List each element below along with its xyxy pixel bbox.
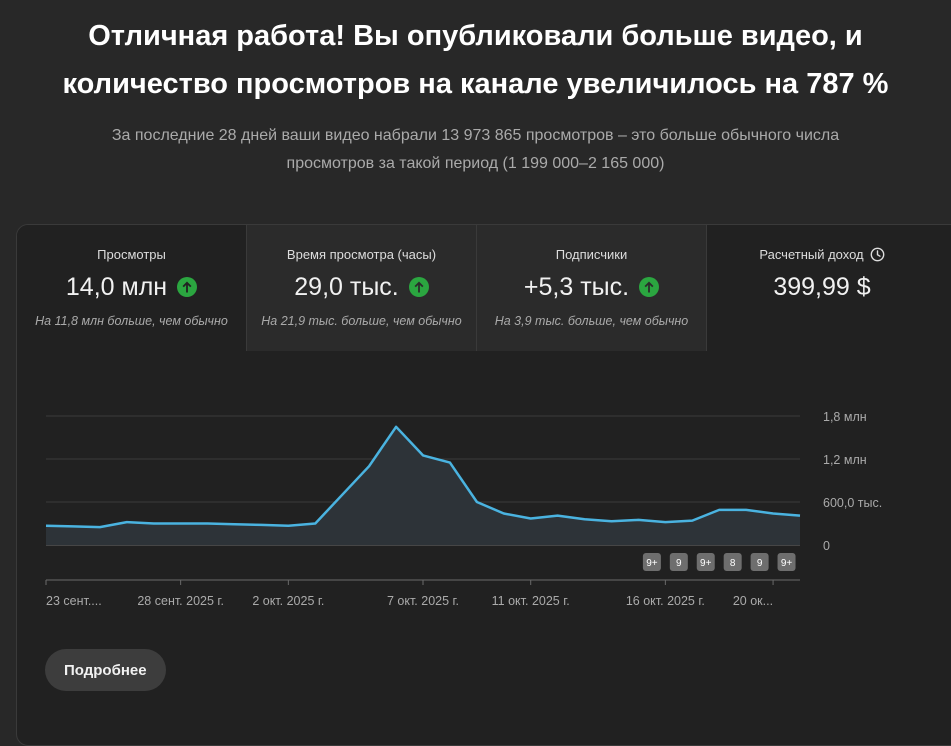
x-tick-label: 23 сент.... <box>46 594 102 608</box>
y-tick-label: 0 <box>823 539 830 553</box>
upload-marker-box <box>777 553 796 571</box>
x-tick-label: 20 ок... <box>733 594 773 608</box>
upload-marker-label: 9+ <box>700 558 712 569</box>
upload-marker[interactable]: 9+ <box>777 553 796 571</box>
upload-marker-box <box>750 553 769 571</box>
x-tick-label: 28 сент. 2025 г. <box>137 594 224 608</box>
x-tick-label: 11 окт. 2025 г. <box>492 594 570 608</box>
tab-subscribers-value-row: +5,3 тыс. <box>477 269 706 305</box>
x-tick-label: 7 окт. 2025 г. <box>387 594 459 608</box>
upload-marker[interactable]: 9+ <box>642 553 661 571</box>
tab-views-value: 14,0 млн <box>65 272 168 301</box>
x-tick-label: 2 окт. 2025 г. <box>252 594 324 608</box>
tab-watch-time-value-row: 29,0 тыс. <box>247 269 476 305</box>
upload-marker[interactable]: 9+ <box>696 553 715 571</box>
tab-views-value-row: 14,0 млн <box>17 269 246 305</box>
tab-subscribers-value: +5,3 тыс. <box>523 272 630 301</box>
x-tick-label: 16 окт. 2025 г. <box>626 594 705 608</box>
views-chart: 1,8 млн 1,2 млн 600,0 тыс. 0 9+ 9 9+ 8 9 9+ 23 сен… <box>17 351 951 651</box>
tab-watch-time-label: Время просмотра (часы) <box>286 247 437 262</box>
upload-marker-label: 8 <box>730 558 736 569</box>
headline-line-2: количество просмотров на канале увеличил… <box>62 68 889 100</box>
arrow-up-icon <box>639 277 660 297</box>
tab-revenue[interactable]: Расчетный доход 399,99 $ <box>707 225 937 351</box>
upload-marker[interactable]: 9 <box>750 553 769 571</box>
upload-marker[interactable]: 8 <box>723 553 742 571</box>
upload-marker-label: 9+ <box>781 558 793 569</box>
tab-watch-time-value: 29,0 тыс. <box>294 272 399 301</box>
tab-watch-time-note: На 21,9 тыс. больше, чем обычно <box>261 314 462 328</box>
upload-marker-box <box>642 553 661 571</box>
arrow-up-icon <box>408 277 429 297</box>
tab-views[interactable]: Просмотры 14,0 млн На 11,8 млн больше, ч… <box>17 225 247 351</box>
tab-views-label: Просмотры <box>97 247 166 262</box>
tab-revenue-value: 399,99 $ <box>773 272 871 301</box>
headline: Отличная работа! Вы опубликовали больше … <box>0 12 951 108</box>
upload-marker-label: 9 <box>757 558 763 569</box>
clock-icon[interactable] <box>870 247 885 262</box>
summary-line-1: За последние 28 дней ваши видео набрали … <box>111 127 840 144</box>
analytics-card: Просмотры 14,0 млн На 11,8 млн больше, ч… <box>16 224 951 746</box>
views-line <box>45 425 801 529</box>
upload-marker-label: 9+ <box>646 558 658 569</box>
upload-marker-box <box>723 553 742 571</box>
upload-marker-label: 9 <box>676 558 682 569</box>
summary-text: За последние 28 дней ваши видео набрали … <box>0 122 951 178</box>
upload-marker-box <box>696 553 715 571</box>
tab-watch-time[interactable]: Время просмотра (часы) 29,0 тыс. На 21,9… <box>247 225 477 351</box>
y-tick-label: 1,2 млн <box>823 453 867 467</box>
tab-subscribers-note: На 3,9 тыс. больше, чем обычно <box>494 314 689 328</box>
views-chart-svg: 1,8 млн 1,2 млн 600,0 тыс. 0 9+ 9 9+ 8 9 9+ 23 сен… <box>45 410 882 608</box>
upload-marker[interactable]: 9 <box>669 553 688 571</box>
tab-subscribers-label: Подписчики <box>555 247 628 262</box>
upload-marker-box <box>669 553 688 571</box>
metric-tabs: Просмотры 14,0 млн На 11,8 млн больше, ч… <box>17 225 951 351</box>
tab-views-note: На 11,8 млн больше, чем обычно <box>35 314 228 328</box>
y-tick-label: 1,8 млн <box>823 410 867 424</box>
tab-revenue-label: Расчетный доход <box>759 247 864 262</box>
summary-line-2: просмотров за такой период (1 199 000–2 … <box>286 155 665 172</box>
headline-line-1: Отличная работа! Вы опубликовали больше … <box>88 20 863 52</box>
tab-subscribers[interactable]: Подписчики +5,3 тыс. На 3,9 тыс. больше,… <box>477 225 707 351</box>
more-button[interactable]: Подробнее <box>45 649 166 691</box>
arrow-up-icon <box>177 277 198 297</box>
tab-revenue-label-row: Расчетный доход <box>707 247 937 262</box>
tab-revenue-value-row: 399,99 $ <box>707 269 937 305</box>
views-area <box>46 426 800 545</box>
y-tick-label: 600,0 тыс. <box>823 496 882 510</box>
